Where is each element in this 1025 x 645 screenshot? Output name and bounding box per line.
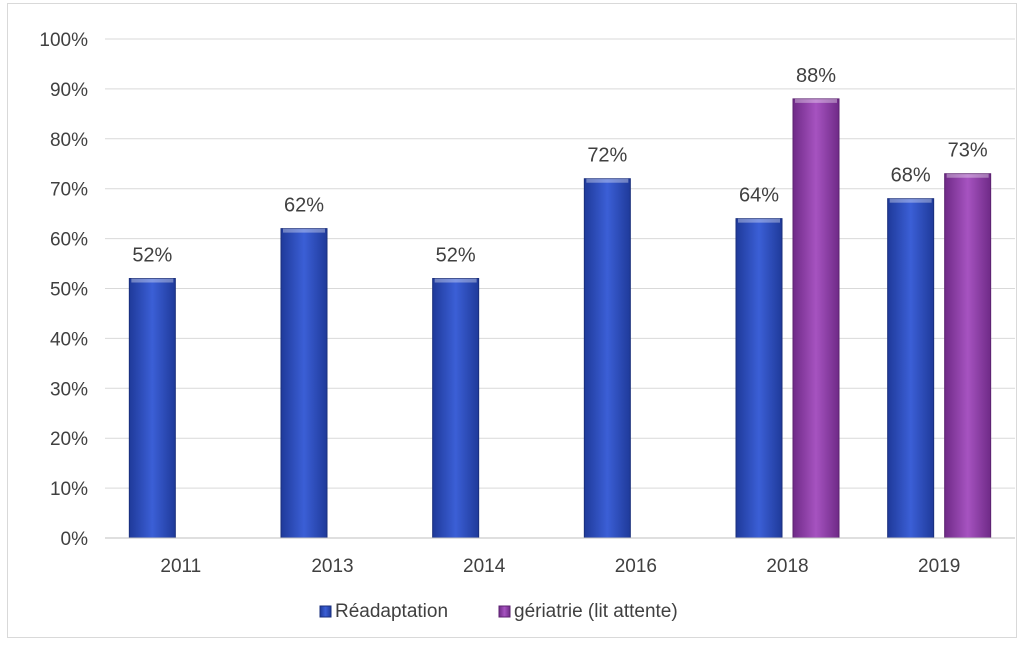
y-tick-label: 80% xyxy=(50,130,88,151)
x-tick-label: 2014 xyxy=(463,556,506,577)
bars xyxy=(128,98,992,539)
data-label: 73% xyxy=(948,140,988,162)
y-tick-label: 20% xyxy=(50,429,88,450)
data-label: 62% xyxy=(284,195,324,217)
bar-readaptation-2014 xyxy=(432,278,480,539)
data-label: 64% xyxy=(739,185,779,207)
x-axis-tick-labels: 2011 2013 2014 2016 2018 2019 xyxy=(160,556,960,577)
y-tick-label: 0% xyxy=(61,529,89,550)
y-tick-label: 90% xyxy=(50,80,88,101)
bar-readaptation-2013 xyxy=(280,228,328,539)
x-tick-label: 2019 xyxy=(918,556,960,577)
bar-geriatrie-2019 xyxy=(944,173,992,539)
y-tick-label: 50% xyxy=(50,280,88,301)
x-tick-label: 2011 xyxy=(160,556,201,577)
legend: Réadaptation gériatrie (lit attente) xyxy=(319,601,678,622)
bar-readaptation-2019 xyxy=(887,198,935,539)
y-tick-label: 30% xyxy=(50,379,88,400)
bar-highlight xyxy=(795,98,837,103)
legend-label: Réadaptation xyxy=(335,601,448,622)
data-label: 72% xyxy=(587,145,627,167)
data-label: 52% xyxy=(436,245,476,267)
x-tick-label: 2016 xyxy=(615,556,657,577)
data-label: 52% xyxy=(132,245,172,267)
bar-highlight xyxy=(946,173,989,178)
legend-swatch xyxy=(319,605,332,618)
y-tick-label: 60% xyxy=(50,230,88,251)
bar-highlight xyxy=(586,178,629,183)
bar-readaptation-2018 xyxy=(735,218,783,539)
y-axis-tick-labels: 0% 10% 20% 30% 40% 50% 60% 70% 80% 90% 100% xyxy=(39,30,88,550)
y-tick-label: 100% xyxy=(39,30,88,51)
bar-highlight xyxy=(283,228,325,233)
y-tick-label: 40% xyxy=(50,329,88,350)
bar-highlight xyxy=(434,278,477,283)
bar-geriatrie-2018 xyxy=(792,98,840,539)
data-labels: 52% 62% 52% 72% 64% 88% 68% 73% xyxy=(132,65,988,267)
gridlines xyxy=(105,38,1015,489)
y-tick-label: 70% xyxy=(50,180,88,201)
bar-highlight xyxy=(131,278,174,283)
bar-readaptation-2011 xyxy=(128,278,176,539)
legend-label: gériatrie (lit attente) xyxy=(514,601,678,622)
data-label: 88% xyxy=(796,65,836,87)
x-tick-label: 2013 xyxy=(311,556,353,577)
bar-highlight xyxy=(738,218,780,223)
bar-readaptation-2016 xyxy=(583,178,631,539)
bar-highlight xyxy=(889,198,932,203)
x-tick-label: 2018 xyxy=(766,556,808,577)
data-label: 68% xyxy=(891,165,931,187)
y-tick-label: 10% xyxy=(50,479,88,500)
legend-swatch xyxy=(498,605,511,618)
